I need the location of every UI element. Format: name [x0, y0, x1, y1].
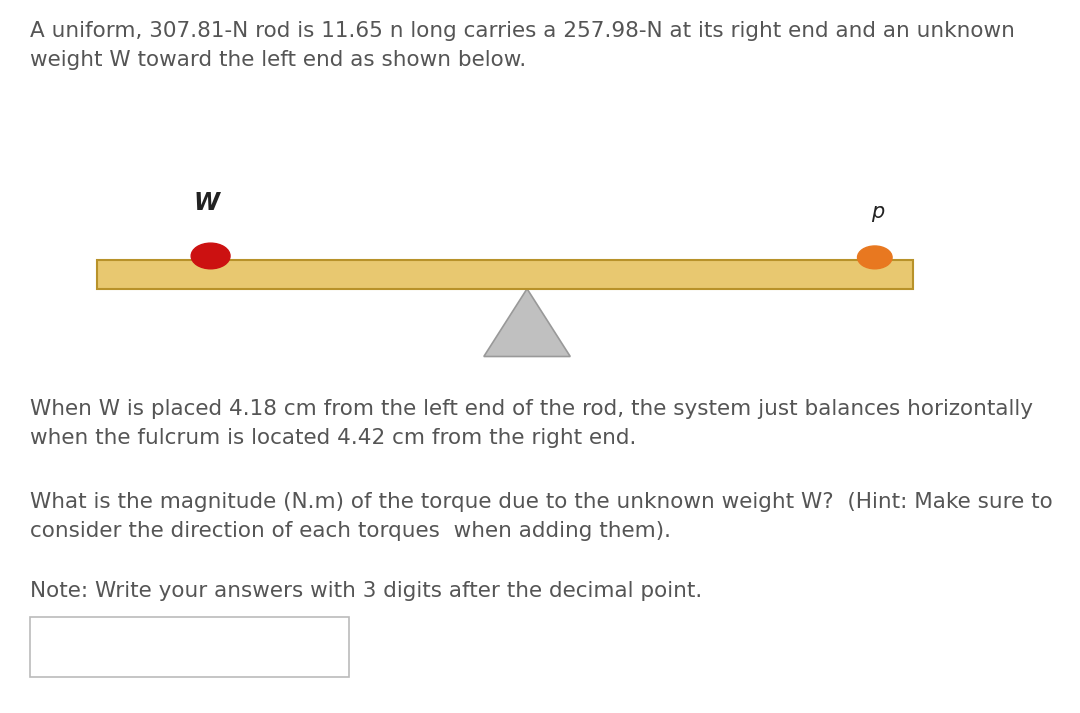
Polygon shape — [484, 289, 570, 356]
Bar — [97, 260, 913, 289]
Text: W: W — [193, 190, 219, 215]
Text: p: p — [872, 202, 885, 222]
Circle shape — [858, 246, 892, 269]
Circle shape — [191, 243, 230, 269]
Text: A uniform, 307.81-N rod is 11.65 n long carries a 257.98-N at its right end and : A uniform, 307.81-N rod is 11.65 n long … — [30, 21, 1015, 70]
Text: What is the magnitude (N.m) of the torque due to the unknown weight W?  (Hint: M: What is the magnitude (N.m) of the torqu… — [30, 492, 1053, 540]
Text: Note: Write your answers with 3 digits after the decimal point.: Note: Write your answers with 3 digits a… — [30, 581, 702, 601]
Text: When W is placed 4.18 cm from the left end of the rod, the system just balances : When W is placed 4.18 cm from the left e… — [30, 399, 1034, 448]
Bar — [30, 617, 349, 677]
